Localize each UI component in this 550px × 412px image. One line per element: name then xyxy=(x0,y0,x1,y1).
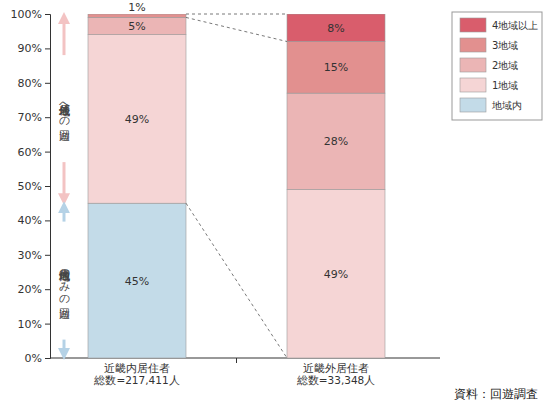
data-label: 28% xyxy=(324,135,348,148)
legend-label: 4地域以上 xyxy=(492,20,538,31)
data-label: 5% xyxy=(128,20,145,33)
annotation-arrow xyxy=(63,18,66,55)
y-tick-mark xyxy=(45,289,50,290)
legend-swatch xyxy=(460,58,486,72)
legend-label: 地域内 xyxy=(491,100,522,111)
connector-line xyxy=(186,203,287,358)
y-tick-mark xyxy=(45,14,50,15)
y-tick-mark xyxy=(45,324,50,325)
legend-label: 2地域 xyxy=(492,60,518,71)
data-label: 8% xyxy=(327,22,344,35)
y-tick-mark xyxy=(45,48,50,49)
y-tick: 100% xyxy=(11,8,50,21)
x-divider-tick xyxy=(236,358,237,363)
bars xyxy=(88,14,385,358)
y-tick-mark xyxy=(45,358,50,359)
bar-segment xyxy=(88,35,186,204)
y-tick: 20% xyxy=(18,283,50,296)
annotation-arrow xyxy=(63,340,66,354)
source-note: 資料：回遊調査 xyxy=(454,387,538,401)
legend-label: 1地域 xyxy=(492,80,518,91)
bar-segment xyxy=(287,189,385,358)
connector-line xyxy=(186,14,287,15)
x-tick-label: 近畿内居住者総数=217,411人 xyxy=(93,362,179,386)
y-tick-label: 60% xyxy=(18,146,42,159)
y-tick-label: 0% xyxy=(25,352,42,365)
bar-segment xyxy=(287,93,385,189)
y-tick: 30% xyxy=(18,249,50,262)
y-tick-label: 70% xyxy=(18,111,42,124)
y-tick-label: 40% xyxy=(18,214,42,227)
legend-swatch xyxy=(460,18,486,32)
data-labels: 45% 49% 5% 1% 49% 28% 15% 8% xyxy=(125,1,348,288)
y-tick-mark xyxy=(45,117,50,118)
y-tick-mark xyxy=(45,255,50,256)
y-tick-label: 80% xyxy=(18,77,42,90)
y-axis-line xyxy=(45,15,51,359)
y-tick: 80% xyxy=(18,77,50,90)
y-tick-label: 10% xyxy=(18,318,42,331)
legend-frame xyxy=(452,12,542,120)
annotation-arrow xyxy=(63,207,66,221)
bar-segment xyxy=(287,42,385,94)
x-tick-label: 近畿外居住者総数=33,348人 xyxy=(296,362,376,386)
legend-swatch xyxy=(460,38,486,52)
y-tick: 50% xyxy=(18,180,50,193)
legend-swatch xyxy=(460,98,486,112)
legend-swatch xyxy=(460,78,486,92)
y-tick-label: 100% xyxy=(11,8,42,21)
bar-segment xyxy=(88,17,186,34)
annotation-arrow xyxy=(63,162,66,199)
legend: 4地域以上 3地域 2地域 1地域地域内 xyxy=(452,12,542,120)
y-tick-mark xyxy=(45,152,50,153)
y-tick: 0% xyxy=(25,352,50,365)
y-tick: 40% xyxy=(18,214,50,227)
y-tick: 70% xyxy=(18,111,50,124)
data-label: 49% xyxy=(125,113,149,126)
annotation: 居住地域外への回遊 xyxy=(58,96,72,142)
data-label: 1% xyxy=(128,1,145,14)
legend-label: 3地域 xyxy=(492,40,518,51)
y-tick: 10% xyxy=(18,318,50,331)
data-label: 49% xyxy=(324,268,348,281)
data-label: 45% xyxy=(125,275,149,288)
bar-segment xyxy=(88,14,186,17)
annotation: 居住地域内のみの回遊 xyxy=(58,261,72,320)
y-tick-label: 90% xyxy=(18,42,42,55)
y-tick: 90% xyxy=(18,42,50,55)
y-tick-label: 50% xyxy=(18,180,42,193)
y-tick-label: 30% xyxy=(18,249,42,262)
bar-segment xyxy=(287,14,385,42)
data-label: 15% xyxy=(324,61,348,74)
chart: 0% 10% 20% 30% 40% 50% 60% 70% 80% 90% 100% 近畿内居住者総… xyxy=(0,0,550,412)
y-axis: 0% 10% 20% 30% 40% 50% 60% 70% 80% 90% 100% xyxy=(11,8,51,365)
connector-line xyxy=(186,17,287,41)
y-tick-mark xyxy=(45,220,50,221)
y-tick-label: 20% xyxy=(18,283,42,296)
y-tick-mark xyxy=(45,186,50,187)
y-tick: 60% xyxy=(18,146,50,159)
bar-segment xyxy=(88,203,186,358)
y-tick-mark xyxy=(45,83,50,84)
